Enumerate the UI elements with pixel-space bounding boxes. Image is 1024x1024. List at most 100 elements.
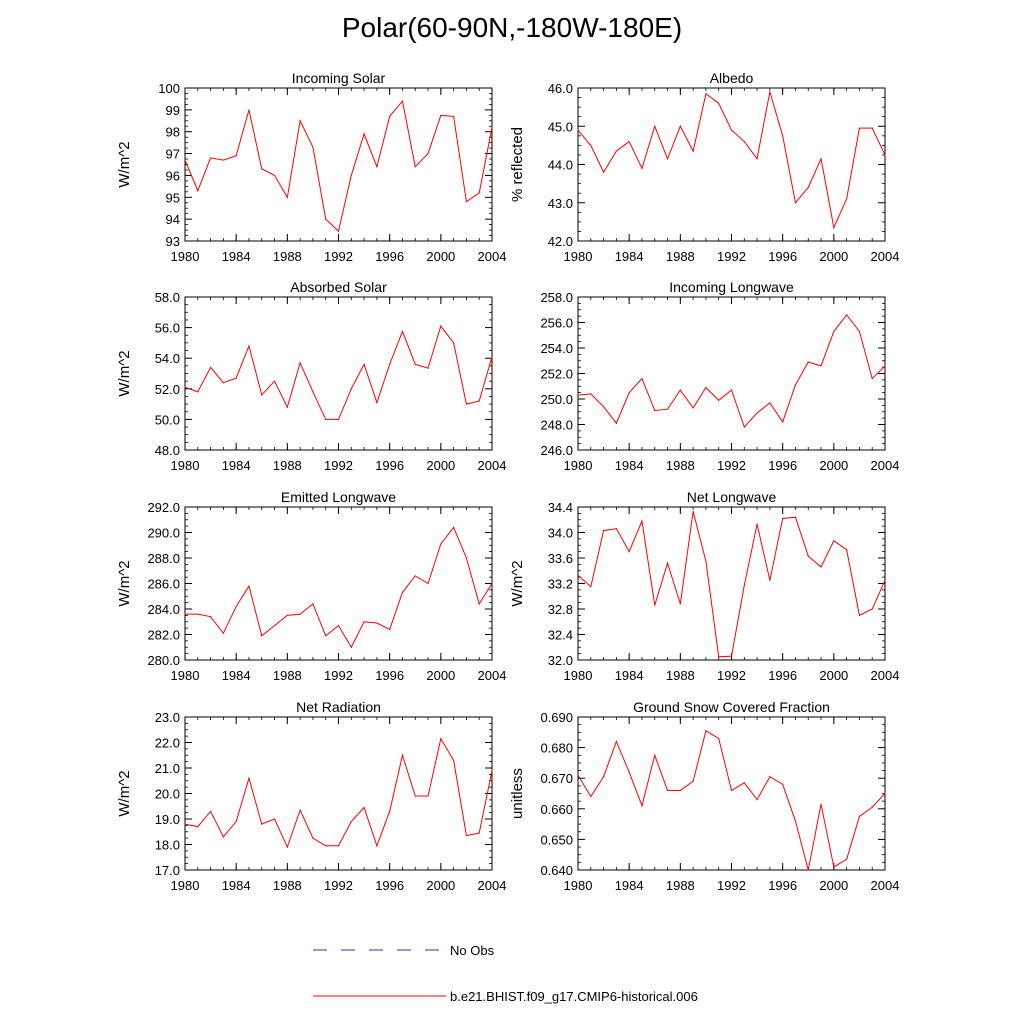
x-tick-label: 2004 — [871, 249, 900, 264]
x-tick-label: 2000 — [426, 878, 455, 893]
data-point — [337, 845, 340, 847]
data-point — [222, 382, 224, 384]
x-tick-label: 1988 — [273, 668, 302, 683]
data-point — [833, 540, 835, 542]
x-tick-label: 1980 — [564, 249, 593, 264]
data-point — [782, 421, 784, 423]
y-tick-label: 95 — [166, 190, 180, 205]
data-point — [312, 146, 314, 148]
series-line — [577, 91, 886, 230]
plot-frame — [577, 296, 886, 451]
x-tick-label: 1996 — [375, 249, 404, 264]
y-tick-label: 17.0 — [155, 863, 180, 878]
plot-frame — [184, 506, 493, 661]
data-point — [414, 363, 416, 365]
data-point — [756, 412, 758, 414]
data-point — [666, 408, 669, 410]
panel-ground-snow-covered-fraction: 1980 1984 1988 1992 1996 2000 2004 0.640 0.650 0.… — [509, 699, 899, 893]
x-tick-label: 1984 — [615, 878, 644, 893]
y-tick-label: 43.0 — [548, 196, 573, 211]
x-tick-label: 1992 — [717, 458, 746, 473]
data-point — [743, 140, 745, 143]
y-tick-label: 32.4 — [548, 628, 573, 643]
data-point — [184, 386, 186, 388]
data-point — [846, 858, 848, 860]
plot-frame — [184, 87, 493, 242]
data-point — [769, 402, 771, 404]
y-tick-label: 96 — [166, 168, 180, 183]
y-axis-label: unitless — [509, 768, 526, 819]
y-tick-label: 98 — [166, 125, 180, 140]
panel-title: Net Longwave — [687, 489, 777, 505]
data-point — [654, 125, 656, 127]
x-tick-label: 1996 — [375, 458, 404, 473]
y-tick-label: 32.0 — [548, 653, 573, 668]
data-point — [491, 769, 493, 772]
data-point — [491, 582, 493, 585]
data-point — [641, 805, 643, 807]
x-tick-label: 1984 — [615, 249, 644, 264]
data-point — [350, 388, 352, 390]
x-tick-label: 1988 — [666, 249, 695, 264]
data-point — [602, 171, 605, 173]
data-point — [440, 114, 442, 116]
data-point — [248, 109, 250, 111]
data-point — [248, 345, 250, 347]
data-point — [679, 389, 681, 391]
data-point — [820, 365, 822, 367]
data-point — [261, 168, 263, 170]
data-point — [871, 806, 873, 808]
data-point — [782, 517, 784, 520]
data-point — [453, 342, 455, 344]
x-tick-label: 1984 — [222, 878, 251, 893]
data-point — [718, 737, 720, 740]
x-tick-label: 1984 — [615, 458, 644, 473]
data-point — [884, 792, 886, 795]
x-tick-label: 1980 — [564, 458, 593, 473]
plot-frame — [184, 716, 493, 871]
y-tick-label: 54.0 — [155, 351, 180, 366]
data-point — [858, 330, 861, 333]
data-point — [325, 218, 327, 220]
data-point — [769, 579, 771, 581]
data-point — [299, 613, 301, 615]
data-point — [325, 418, 327, 420]
data-point — [730, 655, 733, 657]
panel-title: Albedo — [710, 70, 754, 86]
data-point — [401, 100, 404, 102]
data-point — [427, 582, 429, 585]
data-point — [730, 389, 733, 391]
y-axis-label: W/m^2 — [509, 560, 526, 606]
x-tick-label: 1992 — [324, 458, 353, 473]
data-point — [478, 400, 480, 402]
data-point — [465, 557, 468, 559]
data-point — [197, 826, 199, 828]
data-point — [846, 198, 848, 200]
y-tick-label: 48.0 — [155, 443, 180, 458]
x-tick-label: 2000 — [426, 458, 455, 473]
data-point — [235, 155, 237, 157]
y-tick-label: 99 — [166, 103, 180, 118]
y-tick-label: 292.0 — [147, 500, 180, 515]
data-point — [577, 574, 579, 576]
y-tick-label: 97 — [166, 147, 180, 162]
data-point — [666, 158, 669, 160]
y-tick-label: 46.0 — [548, 81, 573, 96]
data-point — [641, 167, 643, 169]
x-tick-label: 2004 — [478, 878, 507, 893]
data-point — [628, 771, 630, 773]
panel-title: Incoming Longwave — [669, 279, 794, 295]
data-point — [337, 624, 340, 627]
x-tick-label: 2000 — [819, 458, 848, 473]
legend: No Obs b.e21.BHIST.f09_g17.CMIP6-historic… — [313, 943, 698, 1004]
x-tick-label: 2000 — [426, 668, 455, 683]
data-point — [794, 384, 797, 386]
data-point — [248, 585, 250, 587]
data-point — [273, 624, 276, 627]
data-point — [209, 810, 212, 812]
y-tick-label: 252.0 — [540, 367, 573, 382]
data-point — [363, 133, 365, 135]
data-point — [846, 549, 848, 551]
y-tick-label: 94 — [166, 212, 180, 227]
